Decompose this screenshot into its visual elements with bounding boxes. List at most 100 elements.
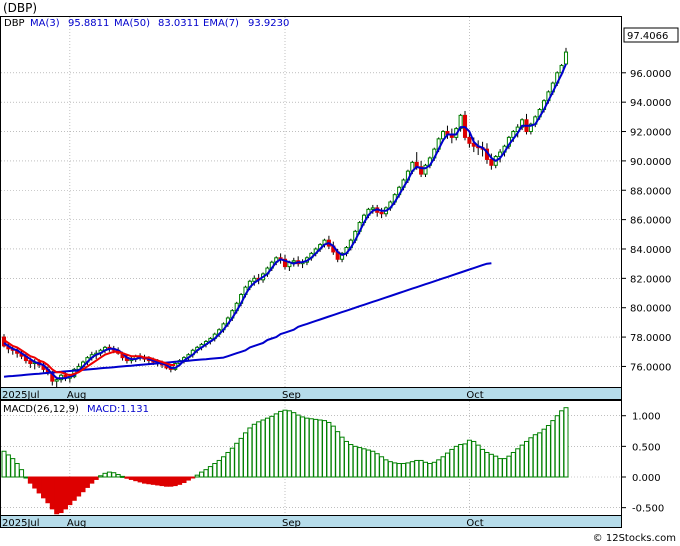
macd-bar <box>142 476 147 484</box>
macd-bar <box>256 421 262 478</box>
price-x-axis-band <box>0 387 622 400</box>
macd-bar <box>409 461 415 478</box>
macd-bar <box>251 423 257 478</box>
macd-bar <box>405 462 411 478</box>
macd-bar <box>229 447 235 478</box>
macd-bar <box>335 431 341 478</box>
macd-bar <box>449 448 455 478</box>
macd-bar <box>427 463 433 478</box>
macd-bar <box>559 410 565 478</box>
macd-bar <box>264 417 270 478</box>
macd-bar <box>488 453 494 478</box>
macd-bar <box>545 425 551 478</box>
legend-ema7-label: EMA(7) <box>203 18 239 29</box>
macd-bar <box>207 466 213 478</box>
macd-bar <box>190 476 196 479</box>
candle-body <box>291 260 296 263</box>
macd-bar <box>27 476 33 484</box>
macd-bar <box>133 476 139 482</box>
macd-bar <box>282 409 288 478</box>
macd-bar <box>93 476 99 480</box>
candle-body <box>423 164 428 175</box>
price-tick-label: 84.0000 <box>630 245 671 256</box>
macd-bar <box>269 415 275 478</box>
macd-bar <box>128 476 134 480</box>
macd-bar <box>242 432 248 478</box>
macd-bar <box>523 440 529 478</box>
macd-bar <box>330 425 336 478</box>
macd-bar <box>185 476 191 481</box>
legend-ma3-value: 95.8811 <box>68 18 109 29</box>
macd-bar <box>304 417 310 478</box>
macd-bar <box>120 475 126 478</box>
macd-bar <box>387 461 393 478</box>
last-price-tag: 97.4066 <box>623 27 679 43</box>
macd-bar <box>541 428 547 478</box>
macd-bar <box>41 476 47 499</box>
macd-bar <box>106 471 112 478</box>
macd-bar <box>32 476 38 489</box>
macd-bar <box>5 454 11 478</box>
macd-bar <box>361 448 367 478</box>
x-month-label: 2025Jul <box>2 518 40 529</box>
price-tick-label: 94.0000 <box>630 98 671 109</box>
macd-bar <box>260 419 266 478</box>
candle-body <box>563 51 569 65</box>
macd-bar <box>221 456 227 478</box>
macd-bar <box>115 474 121 478</box>
macd-bar <box>374 453 380 478</box>
macd-bar <box>300 416 306 478</box>
macd-bar <box>453 445 459 478</box>
macd-bar <box>414 459 420 478</box>
macd-bar <box>225 451 231 478</box>
macd-bar <box>150 476 156 485</box>
price-tick-label: 88.0000 <box>630 186 671 197</box>
macd-bar <box>550 420 556 478</box>
price-panel <box>0 16 622 388</box>
price-grid <box>1 72 621 367</box>
macd-bar <box>308 418 314 478</box>
macd-bar <box>392 462 398 478</box>
candle-body <box>54 379 59 382</box>
x-month-label: Sep <box>282 390 301 401</box>
macd-bar <box>172 476 178 487</box>
macd-bar <box>49 476 55 510</box>
candle-body <box>370 207 375 210</box>
macd-tick-label: 0.000 <box>632 473 661 484</box>
macd-bar <box>80 476 86 493</box>
candle-body <box>467 136 472 144</box>
x-month-label: Oct <box>466 390 483 401</box>
macd-bar <box>510 451 516 478</box>
macd-bar <box>238 437 244 478</box>
price-tick-label: 86.0000 <box>630 216 671 227</box>
legend-symbol: DBP <box>4 18 25 29</box>
candle-body <box>28 360 33 365</box>
macd-bar <box>423 461 428 478</box>
macd-bar <box>480 448 486 478</box>
ticker-title: (DBP) <box>3 1 37 15</box>
macd-bar <box>396 463 402 478</box>
macd-bar <box>502 458 508 478</box>
macd-legend: MACD(26,12,9) MACD:1.131 <box>3 404 149 415</box>
macd-bar <box>102 472 108 478</box>
macd-bar <box>137 476 143 483</box>
candle-body <box>379 211 384 215</box>
macd-bar <box>383 459 389 478</box>
macd-bar <box>343 440 349 478</box>
macd-bar <box>519 444 525 478</box>
macd-y-axis: -0.500 0.000 0.500 1.000 <box>621 412 664 515</box>
macd-bar <box>466 439 472 478</box>
macd-bar <box>23 476 29 479</box>
watermark: © 12Stocks.com <box>593 533 676 544</box>
macd-bar <box>146 476 152 485</box>
price-tick-label: 90.0000 <box>630 157 671 168</box>
macd-bar <box>199 471 205 478</box>
macd-bar <box>10 458 16 478</box>
macd-bars <box>1 407 569 515</box>
macd-bar <box>440 456 446 478</box>
legend-ema7-value: 93.9230 <box>248 18 289 29</box>
macd-bar <box>111 472 117 478</box>
candle <box>291 257 296 267</box>
macd-bar <box>475 444 481 478</box>
